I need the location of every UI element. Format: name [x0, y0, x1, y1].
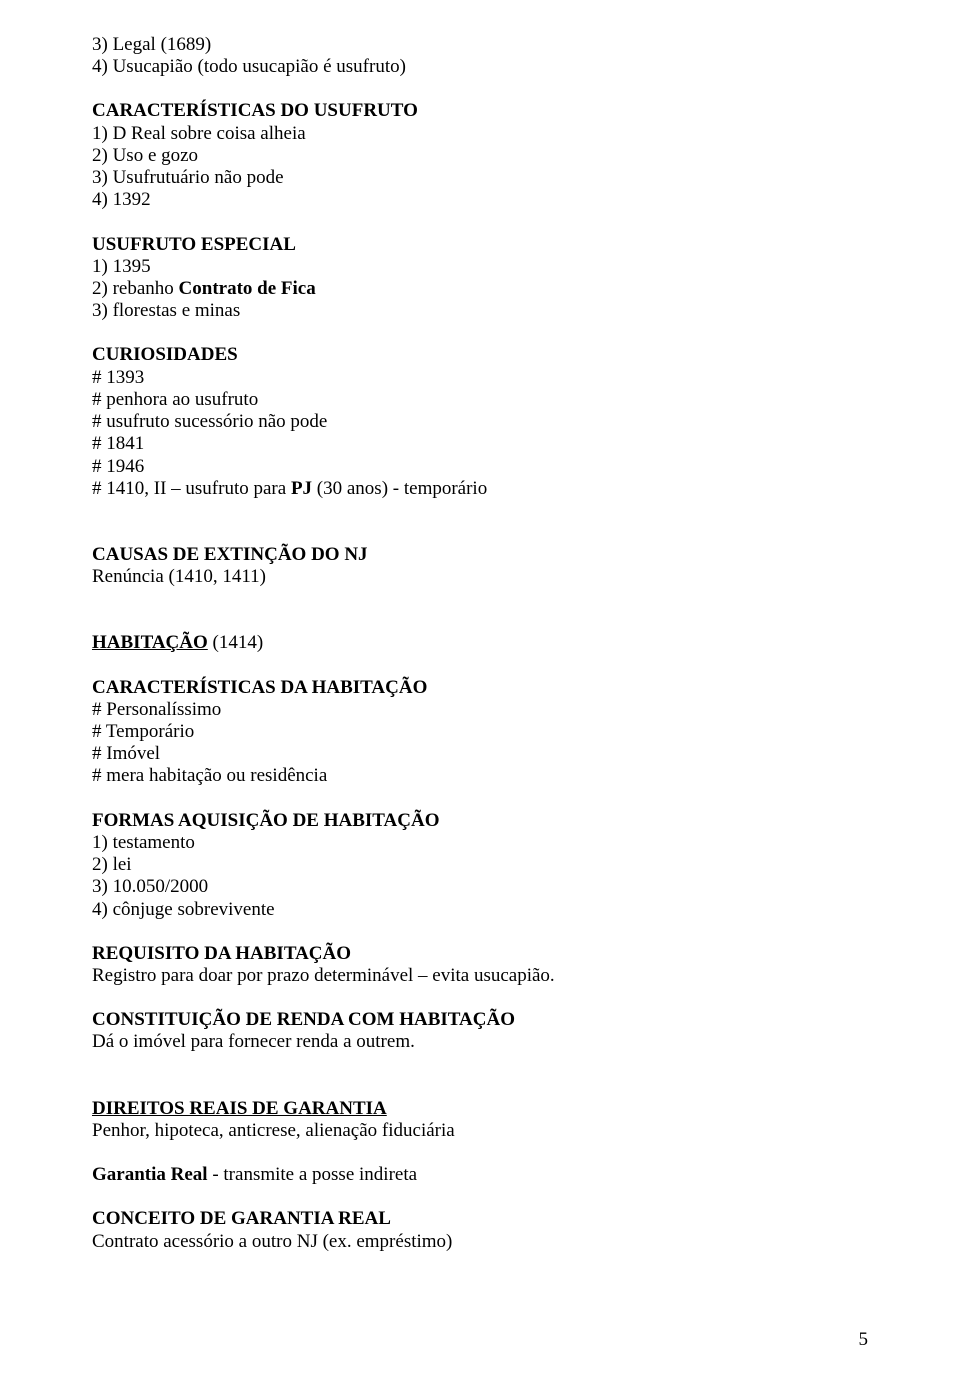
section-gap [92, 655, 868, 677]
text-line: # 1841 [92, 433, 868, 455]
text-line: 2) rebanho Contrato de Fica [92, 278, 868, 300]
text-line: # Personalíssimo [92, 699, 868, 721]
text-line: REQUISITO DA HABITAÇÃO [92, 943, 868, 965]
text-span: HABITAÇÃO [92, 632, 208, 653]
text-line: 1) D Real sobre coisa alheia [92, 123, 868, 145]
text-line: Registro para doar por prazo determináve… [92, 965, 868, 987]
text-line: # mera habitação ou residência [92, 765, 868, 787]
text-line: 2) Uso e gozo [92, 145, 868, 167]
section-gap [92, 322, 868, 344]
text-line: # Temporário [92, 721, 868, 743]
section-gap [92, 1186, 868, 1208]
section-gap [92, 588, 868, 632]
page-number: 5 [859, 1329, 869, 1351]
section-gap [92, 1142, 868, 1164]
section-gap [92, 1054, 868, 1098]
document-page: 3) Legal (1689)4) Usucapião (todo usucap… [0, 0, 960, 1377]
text-line: 3) Legal (1689) [92, 34, 868, 56]
text-line: # 1946 [92, 456, 868, 478]
text-line: CAUSAS DE EXTINÇÃO DO NJ [92, 544, 868, 566]
text-span: (30 anos) - temporário [312, 478, 487, 499]
text-line: 4) 1392 [92, 189, 868, 211]
text-line: Renúncia (1410, 1411) [92, 566, 868, 588]
text-line: # penhora ao usufruto [92, 389, 868, 411]
text-line: Penhor, hipoteca, anticrese, alienação f… [92, 1120, 868, 1142]
text-line: CONCEITO DE GARANTIA REAL [92, 1208, 868, 1230]
text-line: # Imóvel [92, 743, 868, 765]
text-line: 3) Usufrutuário não pode [92, 167, 868, 189]
text-line: 3) 10.050/2000 [92, 876, 868, 898]
text-line: FORMAS AQUISIÇÃO DE HABITAÇÃO [92, 810, 868, 832]
text-span: - transmite a posse indireta [208, 1164, 417, 1185]
text-line: 4) Usucapião (todo usucapião é usufruto) [92, 56, 868, 78]
text-line: Contrato acessório a outro NJ (ex. empré… [92, 1231, 868, 1253]
text-line: Garantia Real - transmite a posse indire… [92, 1164, 868, 1186]
text-line: USUFRUTO ESPECIAL [92, 234, 868, 256]
text-line: CARACTERÍSTICAS DO USUFRUTO [92, 100, 868, 122]
text-span: Garantia Real [92, 1164, 208, 1185]
text-line: CURIOSIDADES [92, 344, 868, 366]
document-body: 3) Legal (1689)4) Usucapião (todo usucap… [92, 34, 868, 1253]
text-line: 1) 1395 [92, 256, 868, 278]
text-line: CONSTITUIÇÃO DE RENDA COM HABITAÇÃO [92, 1009, 868, 1031]
text-line: 3) florestas e minas [92, 300, 868, 322]
text-span: 2) rebanho [92, 278, 179, 299]
text-line: 2) lei [92, 854, 868, 876]
text-line: Dá o imóvel para fornecer renda a outrem… [92, 1031, 868, 1053]
text-span: PJ [291, 478, 312, 499]
text-line: # 1410, II – usufruto para PJ (30 anos) … [92, 478, 868, 500]
text-line: 4) cônjuge sobrevivente [92, 899, 868, 921]
text-span: # 1410, II – usufruto para [92, 478, 291, 499]
text-line: # usufruto sucessório não pode [92, 411, 868, 433]
text-line: # 1393 [92, 367, 868, 389]
text-line: HABITAÇÃO (1414) [92, 632, 868, 654]
text-span: (1414) [208, 632, 263, 653]
section-gap [92, 500, 868, 544]
text-line: CARACTERÍSTICAS DA HABITAÇÃO [92, 677, 868, 699]
section-gap [92, 987, 868, 1009]
section-gap [92, 212, 868, 234]
text-line: 1) testamento [92, 832, 868, 854]
section-gap [92, 921, 868, 943]
text-line: DIREITOS REAIS DE GARANTIA [92, 1098, 868, 1120]
section-gap [92, 788, 868, 810]
section-gap [92, 78, 868, 100]
text-span: Contrato de Fica [179, 278, 316, 299]
